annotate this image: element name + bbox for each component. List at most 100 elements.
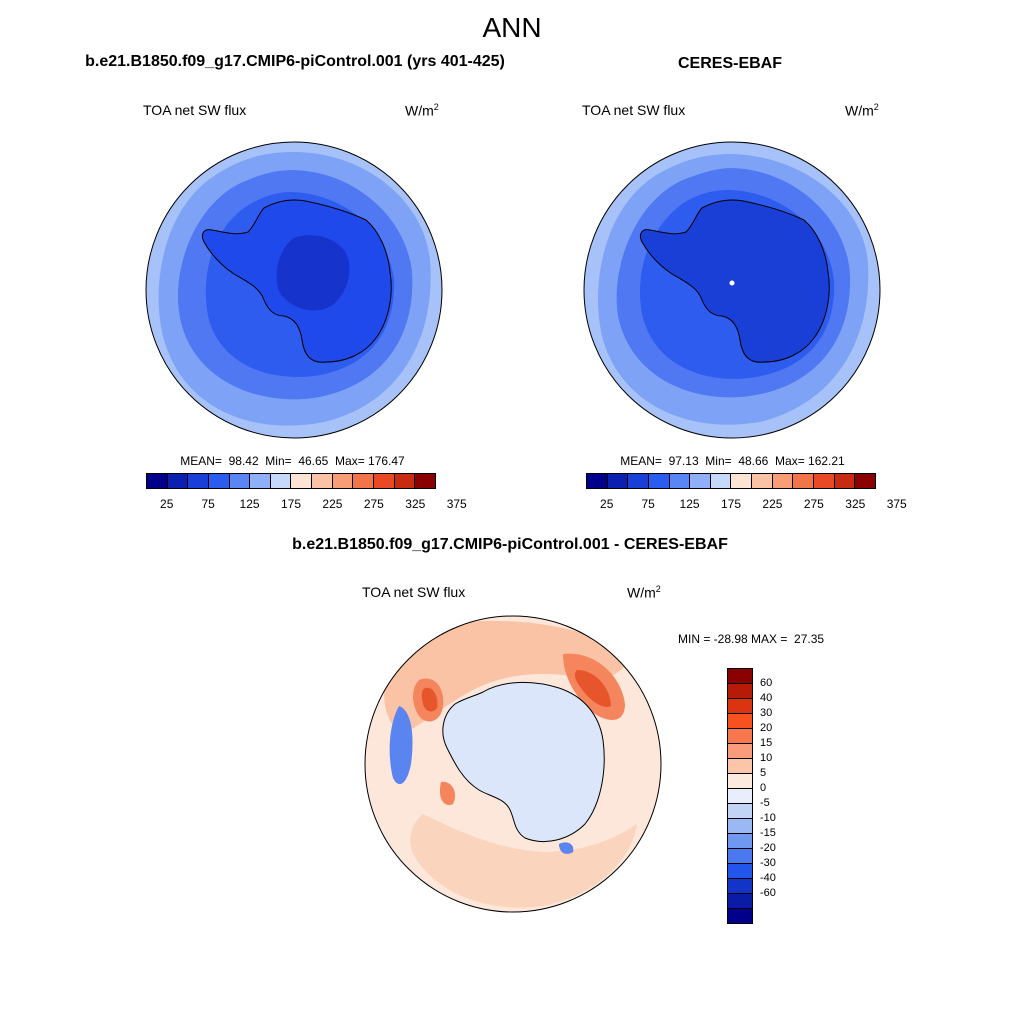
map-diff-anomaly-ne-core: [574, 670, 611, 707]
colorbar-swatch: [394, 474, 416, 488]
diff-variable-label: TOA net SW flux: [362, 584, 466, 600]
colorbar-swatch: [855, 474, 875, 488]
colorbar-swatch: [374, 474, 395, 488]
colorbar-tick-label: 325: [845, 497, 866, 511]
colorbar-swatch: [728, 804, 752, 819]
colorbar-swatch: [415, 474, 435, 488]
colorbar-tick-label: -10: [760, 812, 776, 824]
colorbar-tick-label: 225: [762, 497, 783, 511]
colorbar-tick-label: -15: [760, 827, 776, 839]
colorbar-swatch: [147, 474, 168, 488]
colorbar-swatch: [728, 849, 752, 864]
diff-panel-title: b.e21.B1850.f09_g17.CMIP6-piControl.001 …: [292, 536, 728, 553]
figure-title: ANN: [482, 12, 542, 43]
colorbar-swatch: [728, 819, 752, 834]
map-diff-north-warm: [384, 620, 633, 734]
colorbar-swatch: [728, 744, 752, 759]
colorbar-swatch: [728, 774, 752, 789]
colorbar-swatch: [728, 759, 752, 774]
colorbar-tick-label: 275: [363, 497, 384, 511]
colorbar-swatch: [772, 474, 794, 488]
colorbar-swatch: [353, 474, 375, 488]
colorbar-tick-label: 0: [760, 782, 767, 794]
map-diff-anomaly-nw-core: [421, 687, 438, 712]
map-diff-coastal-warm: [439, 781, 456, 806]
colorbar-tick-label: 175: [280, 497, 302, 511]
model-stats: MEAN= 98.42 Min= 46.65 Max= 176.47: [180, 454, 405, 468]
diff-units-label: W/m2: [627, 584, 661, 601]
colorbar-swatch: [628, 474, 649, 488]
colorbar-swatch: [710, 474, 732, 488]
colorbar-tick-label: 225: [322, 497, 343, 511]
colorbar-tick-label: -5: [760, 797, 770, 809]
colorbar-tick-label: 60: [760, 677, 773, 689]
model-colorbar: 25 75 125 175 225 275 325 375: [146, 473, 467, 511]
map-diff-anomaly-west: [389, 706, 413, 785]
colorbar-tick-label: -30: [760, 857, 776, 869]
colorbar-swatch: [332, 474, 354, 488]
colorbar-swatch: [312, 474, 333, 488]
obs-variable-label: TOA net SW flux: [582, 102, 686, 118]
colorbar-swatch: [728, 684, 752, 699]
obs-colorbar: 25 75 125 175 225 275 325 375: [586, 473, 907, 511]
colorbar-tick-label: 375: [886, 497, 907, 511]
colorbar-tick-label: 20: [760, 722, 773, 734]
model-variable-label: TOA net SW flux: [143, 102, 247, 118]
colorbar-tick-label: -20: [760, 842, 776, 854]
map-antarctica-land: [639, 199, 830, 363]
colorbar-swatch: [607, 474, 629, 488]
colorbar-tick-label: 25: [160, 497, 174, 511]
colorbar-tick-label: 75: [201, 497, 215, 511]
colorbar-tick-label: -40: [760, 872, 776, 884]
model-map: [145, 141, 443, 439]
colorbar-swatch: [690, 474, 711, 488]
colorbar-tick-label: 15: [760, 737, 773, 749]
colorbar-swatch: [814, 474, 835, 488]
diff-colorbar: [727, 668, 753, 924]
model-panel-title: b.e21.B1850.f09_g17.CMIP6-piControl.001 …: [85, 53, 505, 70]
colorbar-swatch: [731, 474, 753, 488]
colorbar-swatch: [669, 474, 691, 488]
diff-map: [364, 615, 662, 913]
colorbar-swatch: [752, 474, 773, 488]
colorbar-tick-label: 75: [641, 497, 655, 511]
colorbar-swatch: [793, 474, 815, 488]
colorbar-swatch: [728, 729, 752, 744]
colorbar-tick-label: 30: [760, 707, 773, 719]
map-diff-antarctica-interior: [442, 681, 605, 842]
map-diff-coastal-cold: [559, 842, 574, 854]
obs-units-label: W/m2: [845, 102, 879, 119]
colorbar-swatch: [167, 474, 189, 488]
colorbar-tick-label: 10: [760, 752, 773, 764]
colorbar-tick-label: -60: [760, 887, 776, 899]
colorbar-swatch: [208, 474, 230, 488]
colorbar-tick-label: 175: [720, 497, 742, 511]
colorbar-tick-label: 325: [405, 497, 426, 511]
colorbar-swatch: [270, 474, 292, 488]
colorbar-swatch: [229, 474, 251, 488]
diff-stats: MIN = -28.98 MAX = 27.35: [678, 632, 825, 646]
colorbar-tick-label: 375: [446, 497, 467, 511]
colorbar-tick-label: 125: [239, 497, 260, 511]
colorbar-swatch: [728, 909, 752, 923]
map-antarctic-plateau: [276, 235, 350, 311]
colorbar-swatch: [728, 714, 752, 729]
colorbar-swatch: [728, 669, 752, 684]
colorbar-swatch: [728, 894, 752, 909]
colorbar-tick-label: 5: [760, 767, 767, 779]
colorbar-swatch: [834, 474, 856, 488]
colorbar-swatch: [728, 699, 752, 714]
colorbar-tick-label: 25: [600, 497, 614, 511]
colorbar-swatch: [188, 474, 209, 488]
colorbar-swatch: [728, 864, 752, 879]
obs-stats: MEAN= 97.13 Min= 48.66 Max= 162.21: [620, 454, 845, 468]
obs-map: [583, 141, 881, 439]
colorbar-swatch: [587, 474, 608, 488]
colorbar-tick-label: 40: [760, 692, 773, 704]
colorbar-swatch: [648, 474, 670, 488]
model-units-label: W/m2: [405, 102, 439, 119]
colorbar-tick-label: 125: [679, 497, 700, 511]
colorbar-tick-label: 275: [803, 497, 824, 511]
map-pole-gap: [729, 280, 735, 286]
colorbar-swatch: [250, 474, 271, 488]
